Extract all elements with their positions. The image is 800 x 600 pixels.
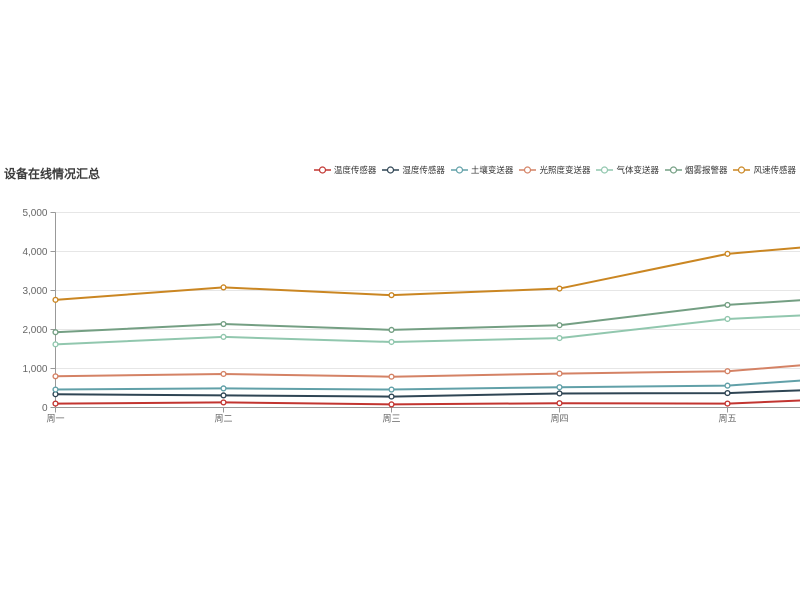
legend-line-icon	[313, 166, 331, 174]
chart-line-temperature-sensor[interactable]	[54, 399, 800, 406]
legend-line-icon	[519, 166, 537, 174]
chart-marker-smoke-alarm[interactable]	[724, 301, 731, 309]
chart-marker-gas-transmitter[interactable]	[724, 315, 731, 323]
chart-marker-temperature-sensor[interactable]	[556, 400, 563, 407]
chart-marker-temperature-sensor[interactable]	[220, 399, 227, 406]
chart-line-smoke-alarm[interactable]	[54, 299, 800, 334]
y-axis-label: 2,000	[22, 325, 47, 336]
chart-line-light-transmitter[interactable]	[54, 364, 800, 378]
chart-line-humidity-sensor[interactable]	[54, 389, 800, 398]
legend: 温度传感器 湿度传感器 土壤变送器 光照度变送器 气体变送器 烟雾报警器 风速传感器	[313, 164, 796, 176]
chart-line-wind-sensor[interactable]	[54, 246, 800, 301]
legend-line-icon	[382, 166, 400, 174]
chart-marker-temperature-sensor[interactable]	[52, 400, 59, 407]
chart-line-gas-transmitter[interactable]	[54, 314, 800, 346]
legend-line-icon	[664, 166, 682, 174]
y-axis-label: 1,000	[22, 364, 47, 375]
legend-item-label: 烟雾报警器	[684, 165, 728, 175]
chart-marker-gas-transmitter[interactable]	[52, 341, 59, 348]
legend-item-temperature-sensor[interactable]: 温度传感器	[313, 164, 377, 176]
legend-line-icon	[733, 166, 751, 174]
chart-marker-wind-sensor[interactable]	[220, 284, 227, 291]
chart-marker-soil-transmitter[interactable]	[724, 382, 731, 389]
chart-marker-light-transmitter[interactable]	[388, 373, 395, 380]
chart-marker-smoke-alarm[interactable]	[220, 320, 227, 328]
chart-marker-light-transmitter[interactable]	[724, 368, 731, 375]
chart-marker-gas-transmitter[interactable]	[220, 333, 227, 341]
legend-item-label: 温度传感器	[333, 165, 377, 175]
legend-item-soil-transmitter[interactable]: 土壤变送器	[450, 164, 514, 176]
chart-marker-light-transmitter[interactable]	[52, 373, 59, 380]
legend-item-label: 湿度传感器	[402, 165, 445, 175]
chart-title: 设备在线情况汇总	[4, 167, 101, 181]
y-axis-label: 4,000	[22, 247, 47, 258]
chart-marker-humidity-sensor[interactable]	[724, 389, 731, 397]
chart-marker-wind-sensor[interactable]	[556, 285, 563, 292]
chart-marker-humidity-sensor[interactable]	[220, 392, 227, 399]
legend-item-smoke-alarm[interactable]: 烟雾报警器	[664, 164, 728, 176]
chart-marker-humidity-sensor[interactable]	[556, 390, 563, 397]
x-axis-label: 周三	[382, 414, 400, 424]
y-axis-label: 0	[42, 403, 48, 414]
chart-marker-humidity-sensor[interactable]	[388, 393, 395, 400]
chart-marker-smoke-alarm[interactable]	[388, 326, 395, 333]
chart-marker-gas-transmitter[interactable]	[556, 334, 563, 342]
chart-line-soil-transmitter[interactable]	[54, 379, 800, 391]
legend-item-label: 光照度变送器	[539, 165, 591, 175]
legend-item-gas-transmitter[interactable]: 气体变送器	[596, 164, 659, 176]
legend-item-label: 气体变送器	[616, 165, 659, 175]
chart-marker-wind-sensor[interactable]	[388, 292, 395, 299]
y-axis-label: 5,000	[22, 208, 47, 219]
chart-marker-smoke-alarm[interactable]	[52, 329, 59, 336]
chart-marker-light-transmitter[interactable]	[556, 370, 563, 377]
legend-line-icon	[450, 166, 468, 174]
legend-item-wind-sensor[interactable]: 风速传感器	[733, 164, 796, 176]
legend-item-label: 风速传感器	[753, 165, 796, 175]
x-axis-label: 周五	[718, 414, 736, 424]
chart-marker-temperature-sensor[interactable]	[724, 400, 731, 407]
x-axis-label: 周二	[214, 414, 232, 424]
x-axis-label: 周四	[550, 414, 568, 424]
chart-marker-smoke-alarm[interactable]	[556, 322, 563, 329]
chart-marker-soil-transmitter[interactable]	[220, 385, 227, 392]
legend-line-icon	[596, 166, 614, 174]
chart-marker-soil-transmitter[interactable]	[388, 386, 395, 393]
chart-marker-gas-transmitter[interactable]	[388, 338, 395, 346]
legend-item-humidity-sensor[interactable]: 湿度传感器	[382, 164, 445, 176]
chart-marker-wind-sensor[interactable]	[52, 296, 59, 303]
chart-marker-soil-transmitter[interactable]	[52, 386, 59, 393]
x-axis-label: 周一	[46, 414, 64, 424]
chart-marker-wind-sensor[interactable]	[724, 250, 731, 257]
y-axis-label: 3,000	[22, 286, 47, 297]
chart-marker-soil-transmitter[interactable]	[556, 384, 563, 391]
legend-item-light-transmitter[interactable]: 光照度变送器	[519, 164, 590, 176]
chart-marker-temperature-sensor[interactable]	[388, 401, 395, 408]
chart-marker-light-transmitter[interactable]	[220, 370, 227, 378]
legend-item-label: 土壤变送器	[470, 165, 514, 175]
